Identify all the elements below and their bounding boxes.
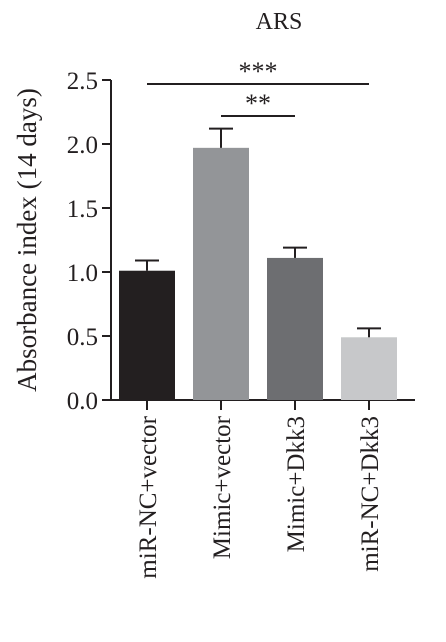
bar (193, 147, 249, 400)
x-tick-label: miR-NC+Dkk3 (357, 416, 384, 572)
x-tick-label: miR-NC+vector (135, 415, 162, 578)
y-tick-label: 2.0 (67, 132, 98, 159)
bar (341, 337, 397, 400)
bar (267, 257, 323, 400)
y-tick-label: 2.5 (67, 68, 98, 95)
bar (119, 270, 175, 400)
plot-area: 0.0 0.5 1.0 1.5 2.0 2.5 miR-NC+vector Mimic+vec… (67, 57, 415, 579)
y-tick-label: 1.0 (67, 260, 98, 287)
significance-label: ** (245, 89, 271, 118)
y-tick-label: 1.5 (67, 196, 98, 223)
x-tick-label: Mimic+vector (209, 415, 236, 559)
y-tick-label: 0.5 (67, 324, 98, 351)
chart-title: ARS (256, 9, 303, 35)
y-axis-label: Absorbance index (14 days) (12, 88, 42, 392)
x-tick-label: Mimic+Dkk3 (283, 416, 310, 552)
significance-label: *** (239, 57, 278, 86)
y-tick-label: 0.0 (67, 388, 98, 415)
